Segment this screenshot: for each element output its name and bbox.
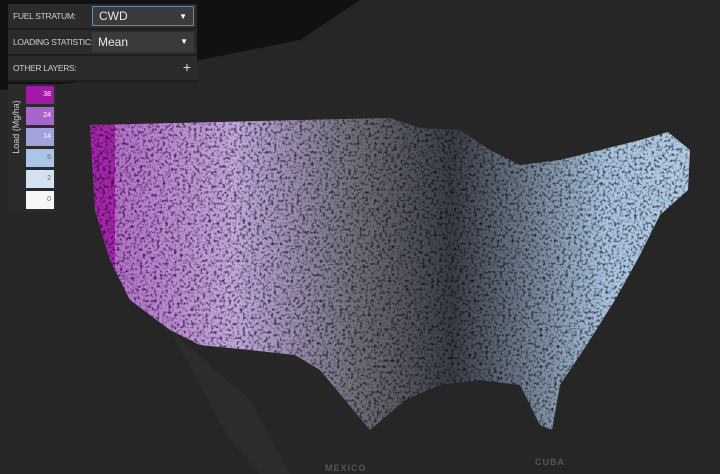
legend-title: Load (Mg/ha) — [11, 100, 21, 154]
legend-swatch: 6 — [26, 149, 54, 167]
caret-down-icon: ▼ — [180, 37, 188, 46]
legend-swatch: 24 — [26, 107, 54, 125]
map-label-mexico: MEXICO — [325, 463, 367, 473]
other-layers-row[interactable]: OTHER LAYERS: + — [8, 56, 197, 82]
fuel-stratum-label: FUEL STRATUM: — [13, 11, 76, 21]
fuel-stratum-select[interactable]: CWD ▼ — [92, 6, 194, 26]
legend-swatch: 38 — [26, 86, 54, 104]
fuel-stratum-value: CWD — [99, 9, 128, 23]
other-layers-label: OTHER LAYERS: — [13, 63, 77, 73]
map-label-cuba: CUBA — [535, 457, 565, 467]
caret-down-icon: ▼ — [179, 12, 187, 21]
legend-swatch: 0 — [26, 191, 54, 209]
plus-icon[interactable]: + — [182, 59, 191, 75]
legend: Load (Mg/ha) 38 24 14 6 2 0 — [8, 84, 56, 212]
control-panel: FUEL STRATUM: CWD ▼ LOADING STATISTIC: M… — [8, 4, 197, 82]
loading-statistic-row: LOADING STATISTIC: Mean ▼ — [8, 30, 197, 56]
legend-swatch: 14 — [26, 128, 54, 146]
loading-statistic-select[interactable]: Mean ▼ — [92, 32, 194, 52]
legend-swatch: 2 — [26, 170, 54, 188]
fuel-stratum-row: FUEL STRATUM: CWD ▼ — [8, 4, 197, 30]
loading-statistic-label: LOADING STATISTIC: — [13, 37, 93, 47]
loading-statistic-value: Mean — [98, 35, 129, 49]
